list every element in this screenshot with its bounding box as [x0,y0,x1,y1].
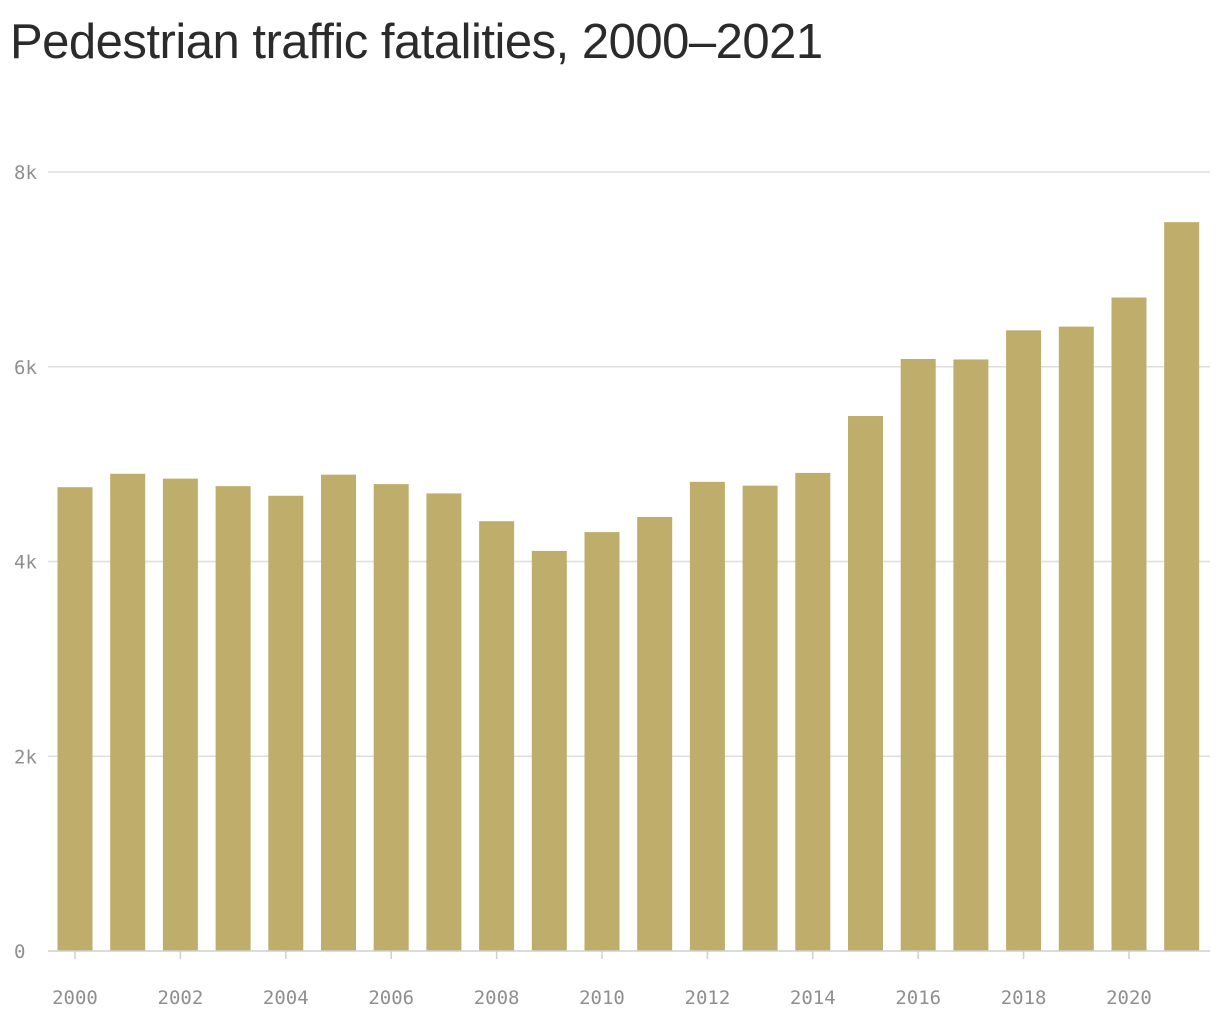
chart-title: Pedestrian traffic fatalities, 2000–2021 [10,15,823,69]
bar-2019 [1058,326,1094,951]
x-tick-label: 2008 [474,987,520,1009]
bar-2017 [953,359,989,951]
bar-2008 [479,521,515,951]
y-tick-label: 8k [14,162,37,184]
x-tick-label: 2010 [579,987,625,1009]
bar-2005 [321,474,356,951]
bar-2013 [742,485,778,951]
x-tick-label: 2006 [368,987,414,1009]
bar-2009 [531,550,567,951]
bar-2020 [1111,297,1147,951]
y-tick-label: 4k [14,552,37,574]
bar-2016 [900,358,936,952]
bar-2007 [426,493,462,951]
bar-2003 [215,486,251,951]
bar-2018 [1006,330,1042,952]
bar-2012 [689,481,725,951]
x-tick-label: 2016 [895,987,941,1009]
bar-2015 [848,416,883,951]
x-tick-label: 2000 [52,987,98,1009]
bar-2006 [373,484,409,951]
x-tick-label: 2012 [685,987,731,1009]
x-tick-label: 2014 [790,987,836,1009]
axis-labels: 0 2k 4k 6k 8k 2000 2002 2004 2006 2008 2010 2012 201… [14,162,1152,1009]
y-tick-label: 6k [14,357,37,379]
bar-2010 [584,532,620,951]
x-tick-label: 2020 [1106,987,1152,1009]
bars [57,222,1200,952]
bar-2011 [637,517,673,951]
bar-2002 [162,478,198,951]
x-tick-label: 2004 [263,987,309,1009]
x-tick-label: 2018 [1001,987,1047,1009]
bar-2021 [1164,222,1200,951]
bar-2004 [268,495,304,951]
y-tick-label: 0 [14,941,25,963]
y-tick-label: 2k [14,746,37,768]
bar-2000 [57,487,93,951]
bar-2014 [795,472,831,951]
x-tick-label: 2002 [158,987,204,1009]
x-axis [48,950,1210,959]
bar-2001 [110,473,146,951]
